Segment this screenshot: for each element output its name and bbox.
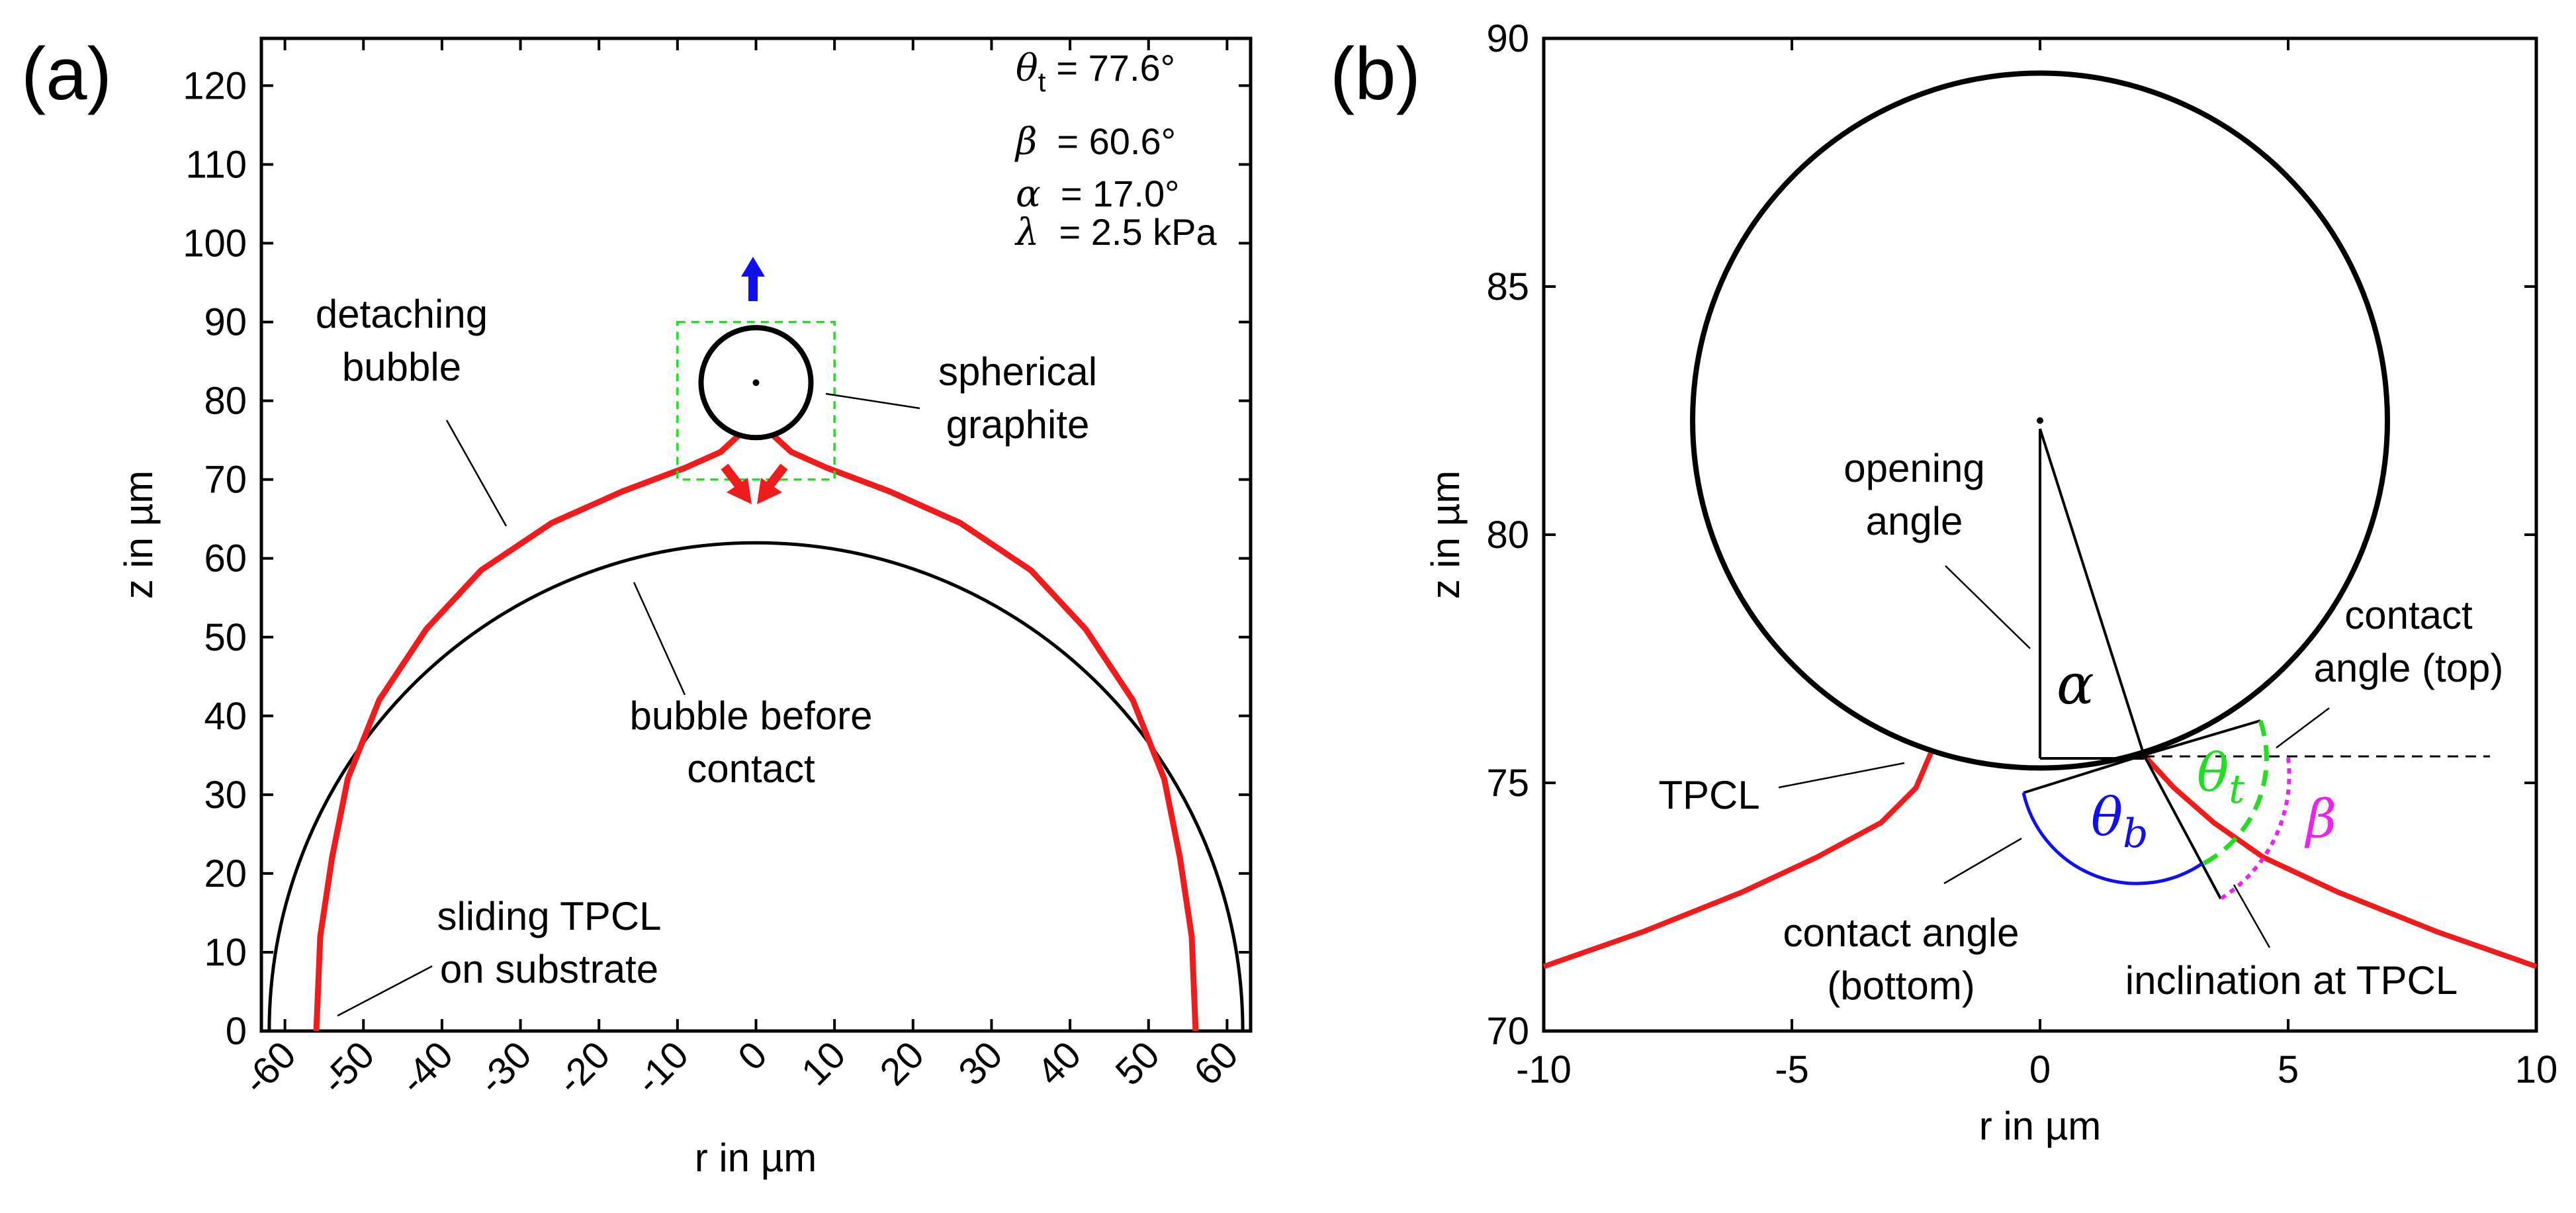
y-tick-label: 50	[204, 616, 247, 659]
x-tick-label: 0	[2029, 1048, 2051, 1091]
theta-b-arc	[2021, 792, 2203, 885]
annotation-spherical-graphite: spherical graphite	[938, 349, 1097, 447]
panel-a: (a) -60 -50 -40 -30 -20 -10 0 10 20 30 40 50 60 0102…	[21, 32, 1253, 1180]
y-tick-label: 60	[204, 537, 247, 580]
x-tick-label: 50	[1107, 1033, 1168, 1094]
annotation-tpcl: TPCL	[1658, 773, 1759, 817]
y-tick-label: 75	[1486, 762, 1529, 805]
bubble-interface-left	[1542, 752, 1933, 969]
y-axis-label-b: z in µm	[1423, 471, 1468, 600]
x-tick-label: 0	[730, 1033, 776, 1079]
radius-line	[2039, 428, 2145, 756]
annotation-bubble-before-contact: bubble before contact	[630, 694, 873, 791]
x-axis-label-a: r in µm	[695, 1136, 817, 1180]
beta-arc	[2219, 757, 2291, 901]
y-axis-label-a: z in µm	[116, 471, 161, 600]
x-tick-label: 30	[950, 1033, 1011, 1094]
x-tick-labels-b: -10 -5 0 5 10	[1516, 1048, 2557, 1091]
y-tick-label: 40	[204, 695, 247, 738]
param-beta: β = 60.6°	[1014, 120, 1176, 163]
x-tick-label: -10	[1516, 1048, 1572, 1091]
panel-a-label: (a)	[21, 32, 112, 115]
y-tick-label: 120	[183, 64, 247, 107]
axis-ticks-b	[1542, 37, 2538, 1032]
x-tick-label: -20	[549, 1033, 618, 1102]
y-tick-label: 70	[1486, 1010, 1529, 1053]
y-tick-label: 70	[204, 459, 247, 502]
y-tick-label: 30	[204, 774, 247, 817]
annotation-contact-angle-top: contact angle (top)	[2314, 593, 2504, 690]
red-arrow-left	[721, 463, 752, 504]
y-tick-labels-a: 0 10 20 30 40 50 60 70 80 90 100 110 120	[183, 64, 247, 1053]
inset-region-box	[676, 320, 836, 481]
x-tick-label: 5	[2278, 1048, 2299, 1091]
theta-t-label: θt	[2197, 742, 2245, 813]
bubble-interface-right	[2142, 754, 2538, 969]
y-tick-label: 80	[1486, 514, 1529, 557]
spherical-graphite-circle-b	[1690, 70, 2390, 771]
y-tick-label: 20	[204, 852, 247, 895]
angle-construction	[2023, 428, 2262, 899]
param-alpha: α = 17.0°	[1016, 173, 1179, 216]
tangent-line-lower	[2023, 754, 2145, 794]
annotation-contact-angle-bottom: contact angle (bottom)	[1783, 911, 2020, 1008]
spherical-graphite-circle	[698, 325, 814, 441]
x-tick-labels-a: -60 -50 -40 -30 -20 -10 0 10 20 30 40 50 60	[235, 1033, 1247, 1102]
annotation-detaching-bubble: detaching bubble	[316, 292, 488, 389]
theta-b-label: θb	[2091, 786, 2149, 857]
param-lambda: λ = 2.5 kPa	[1014, 211, 1218, 254]
x-tick-label: 60	[1186, 1033, 1247, 1094]
y-tick-labels-b: 70 75 80 85 90	[1486, 17, 1529, 1053]
x-tick-label: -5	[1775, 1048, 1809, 1091]
x-tick-label: -40	[392, 1033, 461, 1102]
annotation-sliding-tpcl: sliding TPCL on substrate	[437, 894, 661, 991]
x-tick-label: 10	[2515, 1048, 2558, 1091]
normal-line	[2143, 754, 2222, 899]
y-tick-label: 80	[204, 380, 247, 423]
x-tick-label: -30	[470, 1033, 540, 1102]
x-tick-label: 40	[1029, 1033, 1090, 1094]
beta-label: β	[2304, 788, 2336, 850]
graphite-center-point-b	[2037, 417, 2043, 424]
detaching-bubble-curve	[313, 433, 1199, 1032]
red-arrow-right	[757, 463, 788, 504]
theta-t-arc	[2202, 719, 2269, 866]
y-tick-label: 10	[204, 931, 247, 974]
x-axis-label-b: r in µm	[1979, 1104, 2102, 1148]
x-tick-label: -50	[313, 1033, 382, 1102]
axis-ticks-a	[261, 38, 1251, 1032]
panel-b: (b) -10 -5 0 5 10 70 75 80 85 90 r in µm z in µm…	[1330, 17, 2557, 1148]
alpha-label: α	[2057, 652, 2094, 717]
graphite-center-point	[752, 379, 760, 386]
annotation-opening-angle: opening angle	[1843, 446, 1985, 543]
y-tick-label: 0	[226, 1010, 247, 1053]
x-tick-label: 10	[793, 1033, 854, 1094]
leader-lines-a	[337, 392, 920, 1017]
parameters-legend: θt = 77.6° β = 60.6° α = 17.0° λ = 2.5 kPa	[1014, 47, 1218, 254]
y-tick-label: 100	[183, 222, 247, 265]
y-tick-label: 90	[204, 301, 247, 344]
y-tick-label: 85	[1486, 265, 1529, 308]
detach-direction-arrow	[741, 257, 765, 301]
x-tick-label: 20	[871, 1033, 932, 1094]
annotation-inclination-at-tpcl: inclination at TPCL	[2125, 958, 2458, 1003]
panel-b-label: (b)	[1330, 32, 1421, 115]
tangent-line-upper	[2143, 719, 2261, 756]
y-tick-label: 90	[1486, 17, 1529, 60]
y-tick-label: 110	[186, 143, 247, 186]
leader-lines-b	[1778, 565, 2330, 948]
x-tick-label: -10	[627, 1033, 697, 1102]
param-theta-t: θt = 77.6°	[1016, 47, 1175, 97]
